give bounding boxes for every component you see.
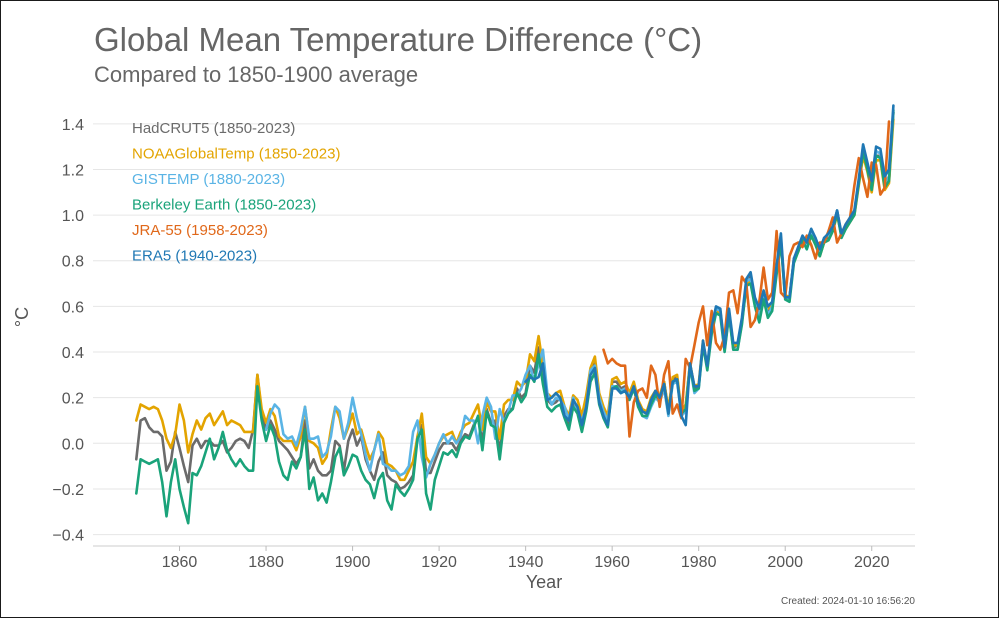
- x-tick-label: 1860: [162, 554, 198, 571]
- x-tick-label: 2020: [854, 554, 890, 571]
- x-tick-label: 2000: [767, 554, 803, 571]
- legend-entry: ERA5 (1940-2023): [132, 248, 257, 265]
- y-tick-label: 0.8: [62, 254, 84, 271]
- x-axis-label: Year: [526, 572, 562, 592]
- x-tick-label: 1960: [594, 554, 630, 571]
- y-tick-label: −0.2: [52, 482, 84, 499]
- y-axis-label: °C: [12, 307, 32, 327]
- x-tick-label: 1920: [421, 554, 457, 571]
- legend-entry: JRA-55 (1958-2023): [132, 222, 268, 239]
- legend-entry: GISTEMP (1880-2023): [132, 171, 285, 188]
- legend-entry: NOAAGlobalTemp (1850-2023): [132, 146, 340, 163]
- axes: −0.4 −0.2 0.0 0.2 0.4 0.6 0.8 1.0 1.2 1.4 1860 1880…: [12, 117, 915, 592]
- y-tick-label: 0.2: [62, 391, 84, 408]
- created-timestamp: Created: 2024-01-10 16:56:20: [781, 596, 915, 607]
- chart-subtitle: Compared to 1850-1900 average: [94, 62, 419, 87]
- y-tick-label: −0.4: [52, 528, 84, 545]
- x-tick-label: 1880: [248, 554, 284, 571]
- chart-title: Global Mean Temperature Difference (°C): [94, 21, 703, 58]
- legend-entry: Berkeley Earth (1850-2023): [132, 197, 316, 214]
- y-tick-label: 1.2: [62, 162, 84, 179]
- legend: HadCRUT5 (1850-2023) NOAAGlobalTemp (1850…: [132, 120, 340, 265]
- series-line-3: [135, 108, 895, 525]
- series-line-5: [524, 104, 895, 427]
- legend-entry: HadCRUT5 (1850-2023): [132, 120, 295, 137]
- y-tick-label: 0.6: [62, 299, 84, 316]
- x-tick-label: 1900: [335, 554, 371, 571]
- x-tick-label: 1940: [508, 554, 544, 571]
- y-tick-label: 1.0: [62, 208, 84, 225]
- series-lines: [135, 104, 895, 525]
- y-tick-label: 0.0: [62, 436, 84, 453]
- y-tick-label: 0.4: [62, 345, 84, 362]
- x-tick-label: 1980: [681, 554, 717, 571]
- y-tick-label: 1.4: [62, 117, 84, 134]
